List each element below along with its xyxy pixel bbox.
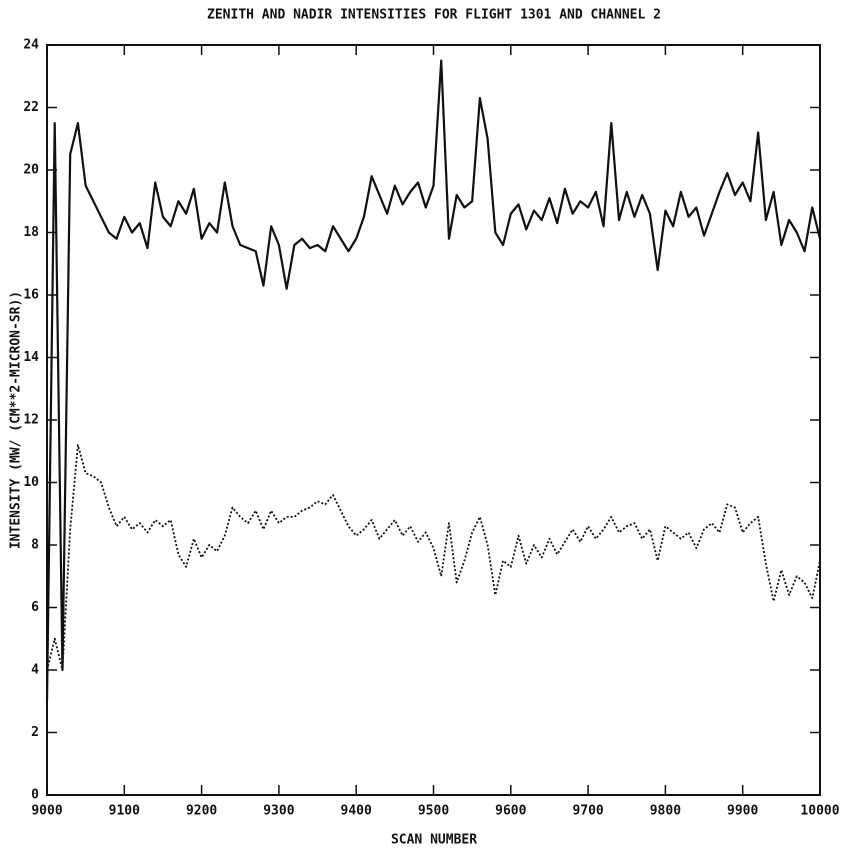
y-tick-label: 10 xyxy=(23,475,39,490)
x-tick-label: 9400 xyxy=(341,804,372,819)
x-tick-label: 9200 xyxy=(186,804,217,819)
x-tick-label: 9300 xyxy=(263,804,294,819)
data-line xyxy=(45,59,822,702)
y-tick-label: 4 xyxy=(31,663,39,678)
y-tick-label: 18 xyxy=(23,225,39,240)
x-tick-label: 10000 xyxy=(800,804,839,819)
x-tick-label: 9500 xyxy=(418,804,449,819)
y-tick-label: 22 xyxy=(23,100,39,115)
y-axis-label: INTENSITY (MW/ (CM**2-MICRON-SR)) xyxy=(9,291,24,549)
x-tick-label: 9900 xyxy=(727,804,758,819)
y-tick-label: 6 xyxy=(31,600,39,615)
y-tick-label: 2 xyxy=(31,725,39,740)
x-tick-label: 9000 xyxy=(31,804,62,819)
x-tick-label: 9600 xyxy=(495,804,526,819)
y-tick-label: 24 xyxy=(23,38,39,53)
data-line xyxy=(46,444,821,671)
x-axis-label: SCAN NUMBER xyxy=(391,833,477,848)
y-tick-label: 0 xyxy=(31,788,39,803)
y-tick-label: 20 xyxy=(23,163,39,178)
plot-frame xyxy=(46,44,821,796)
y-tick-label: 14 xyxy=(23,350,39,365)
y-tick-label: 8 xyxy=(31,538,39,553)
chart-title: ZENITH AND NADIR INTENSITIES FOR FLIGHT … xyxy=(207,8,661,23)
x-tick-label: 9700 xyxy=(572,804,603,819)
x-tick-label: 9800 xyxy=(650,804,681,819)
y-tick-label: 12 xyxy=(23,413,39,428)
x-tick-label: 9100 xyxy=(109,804,140,819)
y-tick-label: 16 xyxy=(23,288,39,303)
